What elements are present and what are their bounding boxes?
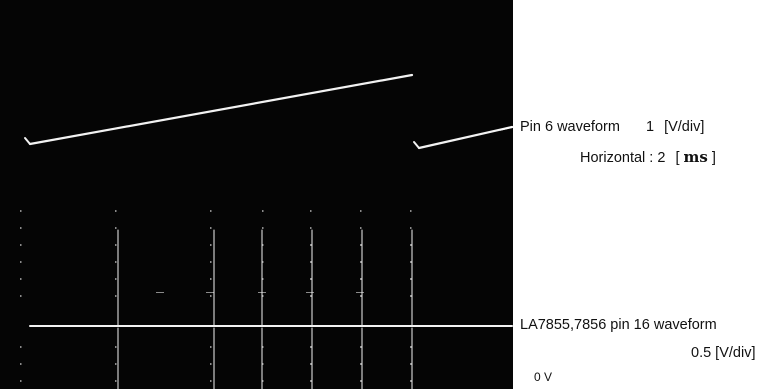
graticule-dot (410, 363, 412, 365)
horizontal-unit: ms (683, 148, 708, 166)
graticule-dot (262, 363, 264, 365)
graticule-dot (360, 346, 362, 348)
graticule-dot (20, 346, 22, 348)
graticule-dot (210, 380, 212, 382)
graticule-dot (310, 261, 312, 263)
graticule-dot (115, 380, 117, 382)
graticule-dot (210, 261, 212, 263)
graticule-dot (115, 261, 117, 263)
graticule-dot (210, 278, 212, 280)
pin6-leader-line (499, 126, 513, 131)
graticule-dot (310, 363, 312, 365)
oscilloscope-screen (0, 0, 513, 389)
graticule-dot (262, 278, 264, 280)
graticule-dot (20, 261, 22, 263)
pin6-trace-hook (413, 141, 420, 149)
graticule-tick (356, 292, 364, 293)
graticule-dot (410, 210, 412, 212)
graticule-dot (20, 295, 22, 297)
graticule-dot (20, 278, 22, 280)
graticule-dot (115, 210, 117, 212)
graticule-dot (310, 380, 312, 382)
graticule-dot (262, 295, 264, 297)
graticule-dot (360, 227, 362, 229)
graticule-dot (310, 244, 312, 246)
horizontal-scale-label: Horizontal : 2 [ ms ] (580, 150, 716, 166)
zero-volt-label: 0 V (534, 370, 553, 384)
graticule-dot (310, 227, 312, 229)
pin6-trace-ramp (28, 73, 414, 146)
graticule-dot (20, 210, 22, 212)
graticule-dot (310, 210, 312, 212)
graticule-dot (115, 278, 117, 280)
graticule-dot (210, 227, 212, 229)
graticule-dot (410, 295, 412, 297)
graticule-dot (410, 227, 412, 229)
graticule-dot (210, 295, 212, 297)
screen-background (0, 0, 513, 389)
graticule-dot (262, 210, 264, 212)
graticule-dot (360, 295, 362, 297)
graticule-dot (210, 244, 212, 246)
graticule-dot (410, 278, 412, 280)
graticule-tick (156, 292, 164, 293)
graticule-dot (410, 346, 412, 348)
graticule-dot (310, 295, 312, 297)
graticule-dot (360, 244, 362, 246)
horizontal-bracket-close: ] (711, 150, 716, 166)
horizontal-label: Horizontal : 2 (580, 150, 666, 166)
graticule-dot (210, 346, 212, 348)
graticule-dot (20, 363, 22, 365)
graticule-dot (360, 363, 362, 365)
graticule-dot (410, 380, 412, 382)
graticule-dot (262, 346, 264, 348)
graticule-dot (115, 346, 117, 348)
horizontal-bracket-open: [ (675, 150, 680, 166)
pin16-waveform-label: LA7855,7856 pin 16 waveform (520, 317, 717, 333)
pin6-trace-hook (24, 137, 31, 145)
pin6-scale-unit: [V/div] (664, 119, 705, 135)
graticule-dot (262, 227, 264, 229)
graticule-dot (115, 295, 117, 297)
graticule-dot (262, 380, 264, 382)
graticule-dot (410, 261, 412, 263)
pin6-name: Pin 6 waveform (520, 119, 620, 135)
graticule-dot (20, 244, 22, 246)
graticule-dot (210, 363, 212, 365)
graticule-dot (262, 244, 264, 246)
graticule-dot (115, 227, 117, 229)
graticule-dot (360, 380, 362, 382)
graticule-dot (20, 380, 22, 382)
graticule-dot (410, 244, 412, 246)
graticule-dot (360, 278, 362, 280)
graticule-tick (306, 292, 314, 293)
graticule-dot (20, 227, 22, 229)
graticule-dot (262, 261, 264, 263)
graticule-dot (115, 363, 117, 365)
graticule-dot (310, 278, 312, 280)
graticule-dot (360, 261, 362, 263)
graticule-dot (210, 210, 212, 212)
pin6-scale-value: 1 (645, 119, 655, 135)
pin6-trace-ramp (417, 125, 513, 150)
graticule-dot (310, 346, 312, 348)
waveform-traces (24, 73, 513, 389)
graticule-dot (360, 210, 362, 212)
graticule-dot (115, 244, 117, 246)
pin6-waveform-label: Pin 6 waveform 1 [V/div] (520, 120, 704, 135)
graticule-tick (206, 292, 214, 293)
pin16-scale-label: 0.5 [V/div] (691, 345, 756, 361)
